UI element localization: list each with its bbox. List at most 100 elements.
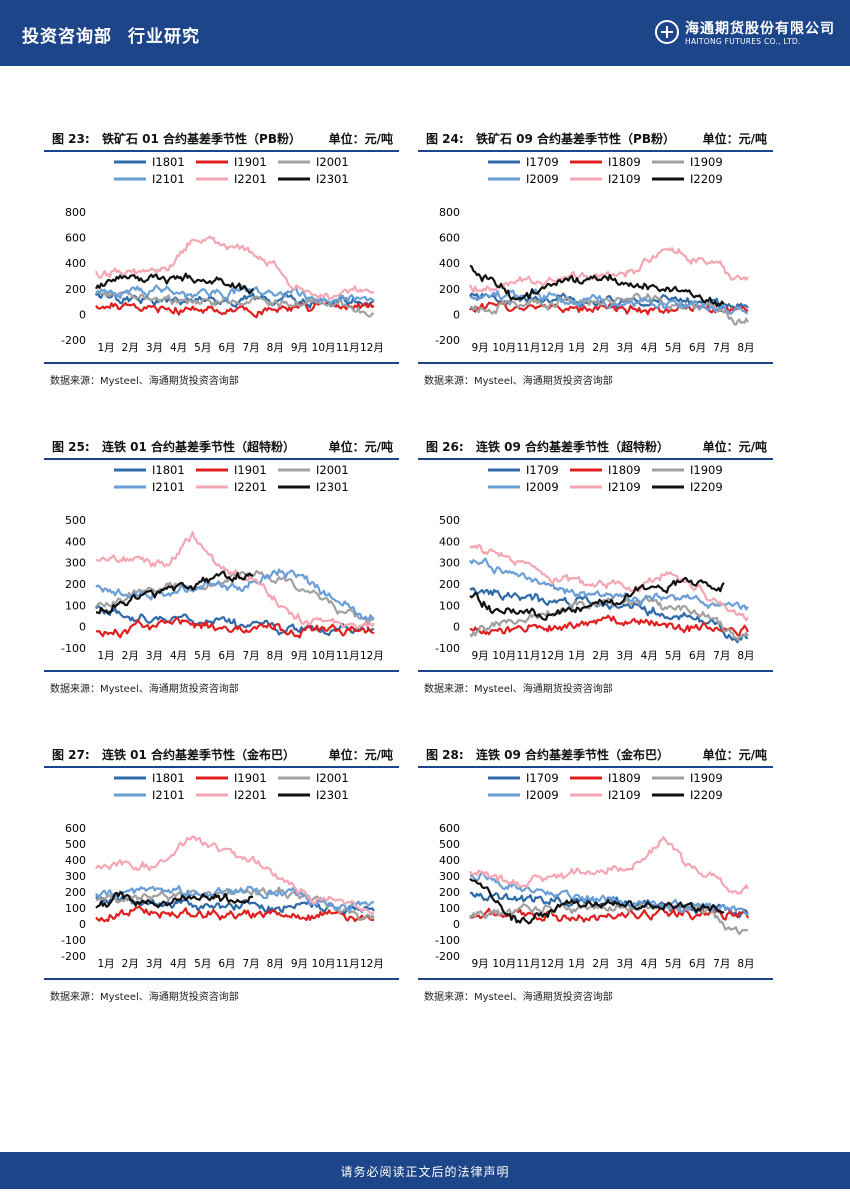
y-tick-label: 600: [65, 822, 86, 835]
y-tick-label: 300: [65, 557, 86, 570]
x-tick-label: 12月: [360, 958, 384, 970]
y-tick-label: 100: [439, 599, 460, 612]
y-tick-label: 400: [439, 854, 460, 867]
x-tick-label: 6月: [218, 342, 235, 354]
series-line: [469, 836, 749, 895]
x-tick-label: 5月: [665, 958, 682, 970]
y-tick-label: 200: [65, 578, 86, 591]
figure-title: 图 27: 连铁 01 合约基差季节性（金布巴） 单位：元/吨: [44, 740, 399, 766]
legend-label: I2209: [690, 788, 723, 802]
figure-number: 图 23:: [52, 132, 90, 146]
figure-source: 数据来源：Mysteel、海通期货投资咨询部: [50, 684, 239, 695]
x-tick-label: 6月: [689, 342, 706, 354]
y-tick-label: 200: [65, 886, 86, 899]
y-tick-label: 600: [439, 822, 460, 835]
title-rule: [44, 766, 399, 768]
x-tick-label: 11月: [516, 958, 540, 970]
series-line: [469, 902, 748, 936]
x-tick-label: 11月: [516, 650, 540, 662]
x-tick-label: 9月: [471, 958, 488, 970]
series-line: [469, 543, 749, 622]
legend-label: I1709: [526, 155, 559, 169]
x-tick-label: 9月: [471, 342, 488, 354]
x-tick-label: 8月: [267, 342, 284, 354]
series-line: [95, 891, 254, 909]
y-tick-label: 0: [79, 918, 86, 931]
figure-caption: 连铁 09 合约基差季节性（超特粉）: [476, 440, 670, 454]
y-tick-label: 400: [439, 535, 460, 548]
y-tick-label: 500: [65, 838, 86, 851]
y-tick-label: 100: [65, 599, 86, 612]
series-line: [469, 292, 749, 310]
figure-panel: 图 26: 连铁 09 合约基差季节性（超特粉） 单位：元/吨 数据来源：Mystee…: [418, 432, 773, 702]
x-tick-label: 5月: [665, 342, 682, 354]
figure-number: 图 26:: [426, 440, 464, 454]
y-tick-label: 0: [79, 308, 86, 321]
logo-name-en: HAITONG FUTURES CO., LTD.: [685, 37, 801, 46]
x-tick-label: 1月: [568, 342, 585, 354]
x-tick-label: 3月: [146, 650, 163, 662]
legend-label: I2101: [152, 788, 185, 802]
legend-label: I1801: [152, 771, 185, 785]
legend-label: I2009: [526, 172, 559, 186]
x-tick-label: 3月: [146, 342, 163, 354]
figure-number: 图 27:: [52, 748, 90, 762]
x-tick-label: 10月: [312, 650, 336, 662]
y-tick-label: 500: [439, 838, 460, 851]
y-tick-label: 0: [453, 918, 460, 931]
y-tick-label: 100: [439, 902, 460, 915]
y-tick-label: -200: [61, 950, 86, 963]
x-tick-label: 5月: [665, 650, 682, 662]
seasonal-basis-chart: -100 0 100 200 300 400 500 1月 2月 3月 4月 5月 6月 7月 8月 9月 10…: [61, 463, 384, 662]
x-tick-label: 1月: [97, 342, 114, 354]
y-tick-label: -100: [61, 642, 86, 655]
legend-label: I2109: [608, 172, 641, 186]
y-tick-label: -100: [435, 642, 460, 655]
x-tick-label: 2月: [122, 342, 139, 354]
y-tick-label: 800: [439, 206, 460, 219]
figure-caption: 连铁 01 合约基差季节性（超特粉）: [102, 440, 296, 454]
x-tick-label: 7月: [242, 958, 259, 970]
logo-name-cn: 海通期货股份有限公司: [685, 21, 835, 37]
x-tick-label: 9月: [471, 650, 488, 662]
x-tick-label: 2月: [592, 342, 609, 354]
y-tick-label: 200: [439, 578, 460, 591]
series-line: [94, 235, 375, 301]
figure-source: 数据来源：Mysteel、海通期货投资咨询部: [50, 376, 239, 387]
series-line: [469, 576, 725, 621]
x-tick-label: 6月: [218, 650, 235, 662]
source-rule: [44, 978, 399, 980]
x-tick-label: 2月: [122, 958, 139, 970]
legend-label: I1909: [690, 771, 723, 785]
y-tick-label: 400: [65, 854, 86, 867]
x-tick-label: 6月: [689, 958, 706, 970]
title-rule: [418, 458, 773, 460]
figure-unit: 单位：元/吨: [328, 440, 393, 454]
y-tick-label: 400: [65, 535, 86, 548]
x-tick-label: 5月: [194, 958, 211, 970]
footer-disclaimer: 请务必阅读正文后的法律声明: [340, 1165, 510, 1179]
legend-label: I2001: [316, 771, 349, 785]
series-line: [95, 568, 375, 621]
y-tick-label: 200: [439, 886, 460, 899]
x-tick-label: 3月: [616, 650, 633, 662]
x-tick-label: 8月: [267, 958, 284, 970]
page-header: 投资咨询部 行业研究 海通期货股份有限公司 HAITONG FUTURES CO.…: [0, 0, 850, 66]
y-tick-label: 600: [439, 232, 460, 245]
y-tick-label: 100: [65, 902, 86, 915]
x-tick-label: 6月: [218, 958, 235, 970]
x-tick-label: 1月: [568, 958, 585, 970]
y-tick-label: -200: [435, 950, 460, 963]
figure-source: 数据来源：Mysteel、海通期货投资咨询部: [424, 376, 613, 387]
source-rule: [418, 978, 773, 980]
figure-number: 图 25:: [52, 440, 90, 454]
seasonal-basis-chart: -200 0 200 400 600 800 9月 10月 11月 12月 1月 2月 3月 4月 5月 6月…: [435, 155, 754, 354]
y-tick-label: 500: [439, 514, 460, 527]
figure-unit: 单位：元/吨: [702, 748, 767, 762]
y-tick-label: 0: [453, 621, 460, 634]
series-line: [469, 877, 725, 925]
legend-label: I1901: [234, 771, 267, 785]
header-section: 行业研究: [128, 27, 200, 47]
y-tick-label: 300: [439, 870, 460, 883]
y-tick-label: 0: [79, 621, 86, 634]
